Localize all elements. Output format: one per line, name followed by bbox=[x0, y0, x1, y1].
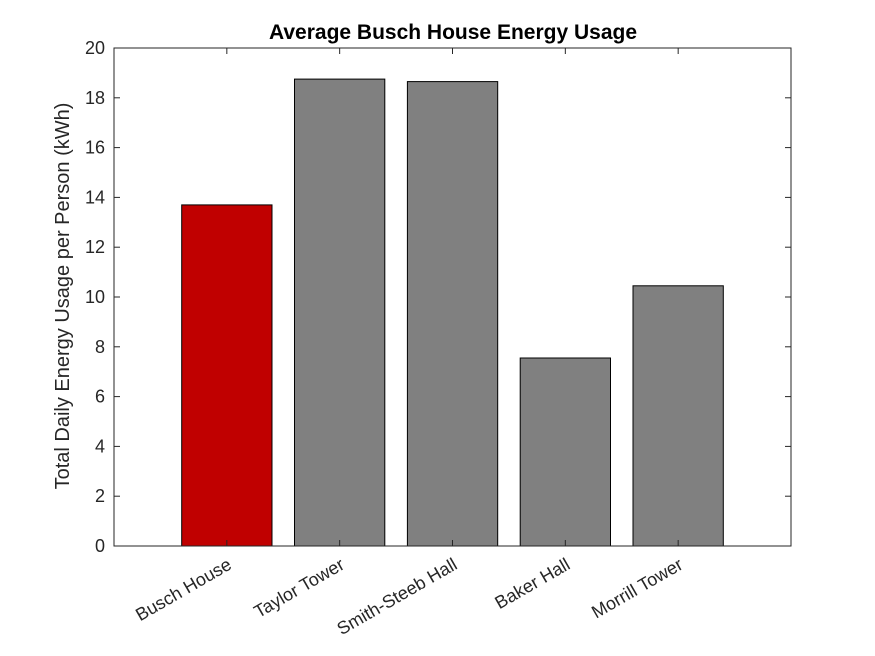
y-tick-label: 12 bbox=[85, 237, 105, 257]
y-tick-label: 2 bbox=[95, 486, 105, 506]
y-tick-label: 6 bbox=[95, 387, 105, 407]
y-tick-label: 10 bbox=[85, 287, 105, 307]
bar-baker-hall bbox=[519, 357, 612, 547]
y-axis-label: Total Daily Energy Usage per Person (kWh… bbox=[52, 103, 74, 490]
y-tick-label: 20 bbox=[85, 38, 105, 58]
x-tick-label: Taylor Tower bbox=[250, 554, 347, 622]
bar-busch-house bbox=[181, 204, 273, 547]
y-tick-label: 8 bbox=[95, 337, 105, 357]
x-tick-label: Smith-Steeb Hall bbox=[334, 554, 461, 639]
y-tick-label: 4 bbox=[95, 436, 105, 456]
bar-morrill-tower bbox=[632, 285, 724, 547]
chart-title: Average Busch House Energy Usage bbox=[269, 21, 637, 44]
x-tick-label: Baker Hall bbox=[491, 554, 573, 613]
x-tick-label: Morrill Tower bbox=[588, 554, 686, 622]
plot-area-frame bbox=[113, 47, 792, 547]
y-tick-label: 0 bbox=[95, 536, 105, 556]
bar-smith-steeb-hall bbox=[406, 81, 499, 547]
bars-group bbox=[181, 78, 724, 547]
bar-taylor-tower bbox=[294, 78, 386, 547]
y-axis-ticks: 0 2 4 6 8 10 12 14 16 18 20 bbox=[85, 38, 791, 556]
y-tick-label: 14 bbox=[85, 187, 105, 207]
y-tick-label: 16 bbox=[85, 138, 105, 158]
x-tick-label: Busch House bbox=[132, 554, 235, 625]
y-tick-label: 18 bbox=[85, 88, 105, 108]
